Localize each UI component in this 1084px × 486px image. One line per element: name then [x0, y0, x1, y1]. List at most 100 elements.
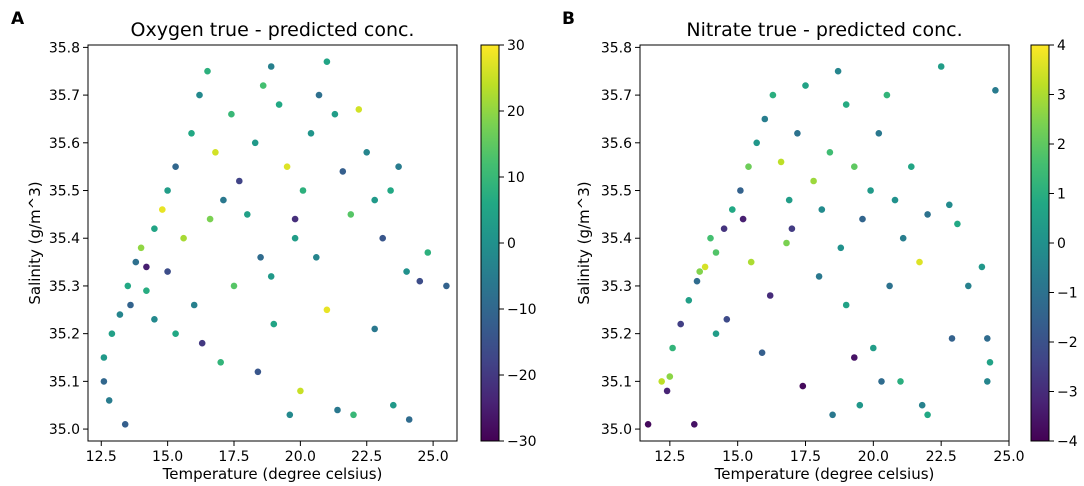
data-point: [172, 330, 179, 338]
plot-area: [87, 44, 458, 442]
data-point: [206, 215, 214, 223]
data-point: [978, 263, 986, 271]
data-point: [251, 139, 259, 147]
data-point: [387, 187, 394, 194]
data-point: [818, 206, 826, 213]
data-point: [842, 101, 850, 108]
y-tick-label: 35.6: [601, 136, 632, 152]
colorbar-tick-label: 4: [1057, 38, 1066, 54]
data-point: [753, 139, 760, 147]
x-tick-label: 15.0: [152, 449, 183, 465]
colorbar-tick-label: −4: [1057, 434, 1078, 450]
data-point: [371, 325, 379, 333]
data-point: [696, 268, 703, 275]
colorbar: [480, 44, 500, 442]
panel-letter: B: [562, 9, 575, 29]
data-point: [220, 196, 227, 204]
data-point: [297, 387, 304, 395]
colorbar-tick-label: 10: [507, 170, 525, 186]
data-point: [965, 282, 972, 290]
data-point: [164, 268, 171, 275]
data-point: [842, 301, 850, 309]
scatter-points: [100, 58, 450, 428]
data-point: [143, 263, 150, 271]
panel-b: B Nitrate true - predicted conc. 12.5 15.0 1…: [562, 9, 1078, 483]
data-point: [712, 330, 720, 338]
x-tick-label: 17.5: [218, 449, 249, 465]
data-point: [151, 316, 158, 323]
data-point: [829, 411, 836, 419]
colorbar-tick-label: 30: [507, 38, 525, 54]
data-point: [712, 249, 720, 256]
data-point: [236, 177, 243, 185]
panel-a: A Oxygen true - predicted conc. 12.5 15.0 17…: [11, 9, 537, 483]
y-tick-label: 35.2: [601, 327, 632, 343]
x-tick-label: 25.0: [418, 449, 449, 465]
data-point: [230, 282, 238, 290]
data-point: [286, 411, 294, 419]
colorbar-tick-label: 2: [1057, 137, 1066, 153]
data-point: [859, 215, 866, 223]
data-point: [212, 149, 219, 156]
data-point: [403, 268, 410, 275]
data-point: [291, 215, 299, 223]
data-point: [916, 258, 923, 266]
y-tick-label: 35.6: [49, 136, 80, 152]
data-point: [204, 67, 211, 75]
y-tick-label: 35.5: [49, 184, 80, 200]
data-point: [371, 196, 379, 204]
data-point: [196, 91, 203, 99]
data-point: [100, 354, 108, 361]
data-point: [124, 282, 132, 290]
y-tick-label: 35.8: [601, 40, 632, 56]
data-point: [883, 91, 891, 99]
data-point: [347, 211, 355, 218]
y-tick-label: 35.1: [601, 374, 632, 390]
data-point: [315, 91, 323, 99]
data-point: [164, 187, 171, 194]
x-axis-label: Temperature (degree celsius): [162, 465, 383, 483]
colorbar-tick-label: −30: [507, 434, 537, 450]
chart-title: Nitrate true - predicted conc.: [686, 19, 962, 41]
data-point: [137, 244, 145, 252]
data-point: [766, 292, 774, 299]
data-point: [954, 220, 961, 228]
colorbar-tick-label: −10: [507, 302, 537, 318]
data-point: [992, 87, 999, 94]
data-point: [323, 58, 331, 65]
data-point: [644, 421, 652, 428]
data-point: [946, 201, 953, 209]
data-point: [299, 187, 307, 194]
data-point: [307, 130, 315, 137]
data-point: [379, 234, 387, 242]
data-point: [132, 258, 140, 266]
data-point: [666, 373, 674, 380]
x-tick-label: 20.0: [858, 449, 889, 465]
data-point: [769, 91, 777, 99]
data-point: [948, 335, 956, 342]
data-point: [443, 282, 450, 290]
data-point: [267, 63, 275, 70]
data-point: [190, 301, 198, 309]
data-point: [291, 234, 299, 242]
colorbar-tick-label: 0: [507, 236, 516, 252]
y-tick-label: 35.0: [49, 422, 80, 438]
chart-title: Oxygen true - predicted conc.: [131, 19, 415, 41]
data-point: [180, 234, 187, 242]
data-point: [810, 177, 817, 185]
y-axis-label: Salinity (g/m^3): [575, 181, 593, 304]
data-point: [729, 206, 736, 213]
colorbar-tick-label: −20: [507, 368, 537, 384]
data-point: [254, 368, 262, 376]
data-point: [143, 287, 150, 295]
data-point: [777, 158, 785, 166]
y-tick-label: 35.3: [601, 279, 632, 295]
data-point: [986, 359, 994, 366]
data-point: [720, 225, 728, 232]
data-point: [799, 382, 807, 390]
y-tick-label: 35.4: [49, 231, 80, 247]
data-point: [737, 187, 744, 194]
data-point: [701, 263, 709, 271]
data-point: [908, 163, 915, 170]
data-point: [658, 378, 665, 385]
